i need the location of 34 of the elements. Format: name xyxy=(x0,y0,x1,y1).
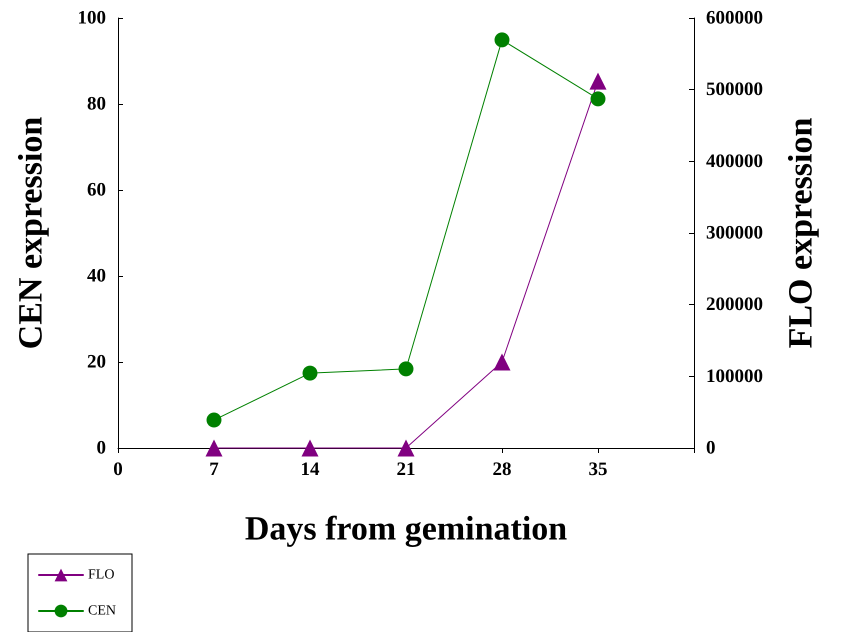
point xyxy=(206,440,222,456)
y-tick-label: 80 xyxy=(87,94,106,114)
y2-axis-title: FLO expression xyxy=(782,118,820,348)
y-tick-label: 60 xyxy=(87,180,106,200)
y-tick-label: 0 xyxy=(96,438,106,458)
point xyxy=(590,72,606,90)
point xyxy=(206,412,222,428)
y-tick-label: 40 xyxy=(87,266,106,286)
y2-tick-label: 600000 xyxy=(706,8,763,28)
y-tick-label: 100 xyxy=(78,8,106,28)
point xyxy=(494,354,510,370)
y-axis-title: CEN expression xyxy=(12,116,50,350)
point xyxy=(590,91,606,106)
y2-tick-label: 300000 xyxy=(706,222,763,244)
point xyxy=(494,32,510,48)
legend-label: FLO xyxy=(88,568,114,582)
y2-tick-label: 200000 xyxy=(706,294,763,316)
x-axis-title: Days from gemination xyxy=(244,510,568,548)
point xyxy=(302,366,318,381)
legend-label: CEN xyxy=(88,604,116,618)
y2-tick-label: 100000 xyxy=(706,366,763,387)
x-tick-label: 7 xyxy=(209,459,220,480)
x-tick-label: 35 xyxy=(588,459,608,480)
y2-tick-label: 400000 xyxy=(706,150,763,172)
y-tick-label: 20 xyxy=(87,352,106,372)
y2-tick-label: 0 xyxy=(706,438,716,458)
x-tick-label: 28 xyxy=(492,459,512,480)
point xyxy=(398,361,414,376)
x-tick-label: 21 xyxy=(396,459,416,480)
point xyxy=(398,440,414,456)
point xyxy=(302,440,318,456)
y2-tick-label: 500000 xyxy=(706,79,763,100)
x-tick-label: 14 xyxy=(300,459,320,480)
x-tick-label: 0 xyxy=(113,459,123,480)
